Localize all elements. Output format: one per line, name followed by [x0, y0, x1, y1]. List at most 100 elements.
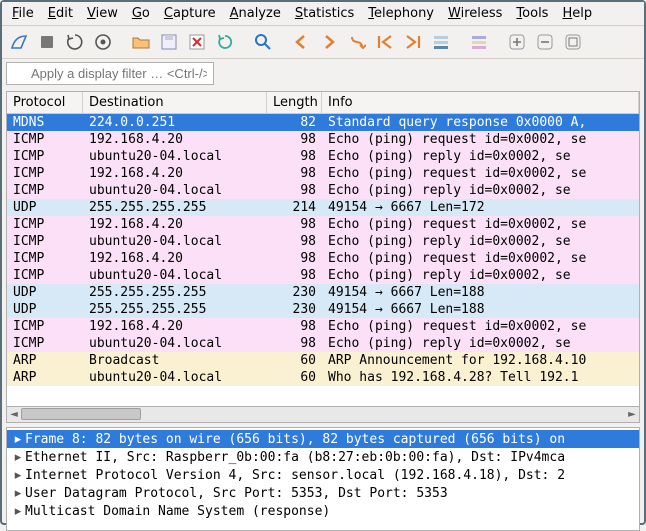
cell-info: ARP Announcement for 192.168.4.10 [322, 352, 639, 369]
table-row[interactable]: ICMPubuntu20-04.local98Echo (ping) reply… [7, 233, 639, 250]
table-row[interactable]: UDP255.255.255.25521449154 → 6667 Len=17… [7, 199, 639, 216]
tree-row[interactable]: ▸Frame 8: 82 bytes on wire (656 bits), 8… [7, 430, 639, 448]
cell-protocol: ICMP [7, 131, 83, 148]
go-forward-icon[interactable] [316, 29, 342, 55]
scroll-right-icon[interactable]: ► [625, 407, 639, 421]
cell-length: 98 [267, 182, 322, 199]
cell-protocol: ICMP [7, 318, 83, 335]
table-row[interactable]: ARPubuntu20-04.local60Who has 192.168.4.… [7, 369, 639, 386]
table-row[interactable]: ICMPubuntu20-04.local98Echo (ping) reply… [7, 335, 639, 352]
tree-row[interactable]: ▸Multicast Domain Name System (response) [7, 502, 639, 520]
table-row[interactable]: UDP255.255.255.25523049154 → 6667 Len=18… [7, 301, 639, 318]
col-header-destination[interactable]: Destination [83, 92, 267, 113]
horizontal-scrollbar[interactable]: ◄ ► [6, 407, 640, 423]
cell-info: Echo (ping) reply id=0x0002, se [322, 267, 639, 284]
table-row[interactable]: ICMP192.168.4.2098Echo (ping) request id… [7, 318, 639, 335]
cell-length: 98 [267, 250, 322, 267]
colorize-icon[interactable] [466, 29, 492, 55]
display-filter-input[interactable] [6, 62, 214, 85]
col-header-length[interactable]: Length [267, 92, 322, 113]
menu-telephony[interactable]: Telephony [362, 4, 440, 23]
table-row[interactable]: UDP255.255.255.25523049154 → 6667 Len=18… [7, 284, 639, 301]
cell-protocol: ICMP [7, 216, 83, 233]
cell-info: Echo (ping) request id=0x0002, se [322, 131, 639, 148]
zoom-out-icon[interactable] [532, 29, 558, 55]
cell-length: 98 [267, 335, 322, 352]
cell-protocol: UDP [7, 284, 83, 301]
menu-go[interactable]: Go [126, 4, 156, 23]
scroll-left-icon[interactable]: ◄ [7, 407, 21, 421]
table-row[interactable]: ICMP192.168.4.2098Echo (ping) request id… [7, 131, 639, 148]
reload-icon[interactable] [212, 29, 238, 55]
menu-view[interactable]: View [81, 4, 124, 23]
stop-capture-icon[interactable] [34, 29, 60, 55]
expand-icon[interactable]: ▸ [11, 485, 25, 501]
zoom-reset-icon[interactable] [560, 29, 586, 55]
tree-row[interactable]: ▸Internet Protocol Version 4, Src: senso… [7, 466, 639, 484]
cell-destination: Broadcast [83, 352, 267, 369]
cell-length: 214 [267, 199, 322, 216]
table-row[interactable]: ICMP192.168.4.2098Echo (ping) request id… [7, 165, 639, 182]
table-row[interactable]: ARPBroadcast60ARP Announcement for 192.1… [7, 352, 639, 369]
expand-icon[interactable]: ▸ [11, 431, 25, 447]
go-jump-icon[interactable] [344, 29, 370, 55]
cell-length: 98 [267, 318, 322, 335]
go-first-icon[interactable] [372, 29, 398, 55]
cell-length: 98 [267, 267, 322, 284]
cell-info: Echo (ping) request id=0x0002, se [322, 165, 639, 182]
menu-file[interactable]: File [6, 4, 40, 23]
packet-details-pane[interactable]: ▸Frame 8: 82 bytes on wire (656 bits), 8… [6, 427, 640, 531]
cell-length: 82 [267, 114, 322, 131]
table-row[interactable]: ICMP192.168.4.2098Echo (ping) request id… [7, 216, 639, 233]
go-back-icon[interactable] [288, 29, 314, 55]
cell-protocol: ICMP [7, 182, 83, 199]
cell-protocol: ICMP [7, 233, 83, 250]
shark-fin-icon[interactable] [6, 29, 32, 55]
capture-options-icon[interactable] [90, 29, 116, 55]
menu-analyze[interactable]: Analyze [224, 4, 287, 23]
menu-help[interactable]: Help [556, 4, 598, 23]
col-header-protocol[interactable]: Protocol [7, 92, 83, 113]
cell-protocol: ICMP [7, 250, 83, 267]
restart-capture-icon[interactable] [62, 29, 88, 55]
cell-info: 49154 → 6667 Len=188 [322, 301, 639, 318]
zoom-in-icon[interactable] [504, 29, 530, 55]
cell-protocol: ARP [7, 369, 83, 386]
scroll-thumb[interactable] [21, 408, 141, 420]
filter-bar: ◧ [2, 59, 644, 91]
table-row[interactable]: MDNS224.0.0.25182Standard query response… [7, 114, 639, 131]
table-row[interactable]: ICMPubuntu20-04.local98Echo (ping) reply… [7, 148, 639, 165]
menu-statistics[interactable]: Statistics [289, 4, 360, 23]
tree-row[interactable]: ▸Ethernet II, Src: Raspberr_0b:00:fa (b8… [7, 448, 639, 466]
cell-protocol: ICMP [7, 165, 83, 182]
menu-wireless[interactable]: Wireless [442, 4, 508, 23]
packet-list-header[interactable]: Protocol Destination Length Info [7, 92, 639, 114]
tree-row[interactable]: ▸User Datagram Protocol, Src Port: 5353,… [7, 484, 639, 502]
cell-length: 230 [267, 301, 322, 318]
expand-icon[interactable]: ▸ [11, 503, 25, 519]
menu-tools[interactable]: Tools [510, 4, 554, 23]
close-file-icon[interactable] [184, 29, 210, 55]
table-row[interactable]: ICMPubuntu20-04.local98Echo (ping) reply… [7, 182, 639, 199]
find-icon[interactable] [250, 29, 276, 55]
table-row[interactable]: ICMPubuntu20-04.local98Echo (ping) reply… [7, 267, 639, 284]
menu-capture[interactable]: Capture [158, 4, 222, 23]
table-row[interactable]: ICMP192.168.4.2098Echo (ping) request id… [7, 250, 639, 267]
open-file-icon[interactable] [128, 29, 154, 55]
save-file-icon[interactable] [156, 29, 182, 55]
menu-edit[interactable]: Edit [42, 4, 79, 23]
cell-protocol: UDP [7, 199, 83, 216]
col-header-info[interactable]: Info [322, 92, 639, 113]
packet-list-body[interactable]: MDNS224.0.0.25182Standard query response… [7, 114, 639, 404]
autoscroll-icon[interactable] [428, 29, 454, 55]
toolbar [2, 26, 644, 59]
cell-protocol: UDP [7, 301, 83, 318]
expand-icon[interactable]: ▸ [11, 449, 25, 465]
go-last-icon[interactable] [400, 29, 426, 55]
expand-icon[interactable]: ▸ [11, 467, 25, 483]
cell-info: 49154 → 6667 Len=172 [322, 199, 639, 216]
cell-length: 98 [267, 216, 322, 233]
cell-destination: ubuntu20-04.local [83, 369, 267, 386]
cell-info: Echo (ping) reply id=0x0002, se [322, 233, 639, 250]
tree-label: Internet Protocol Version 4, Src: sensor… [25, 468, 565, 483]
